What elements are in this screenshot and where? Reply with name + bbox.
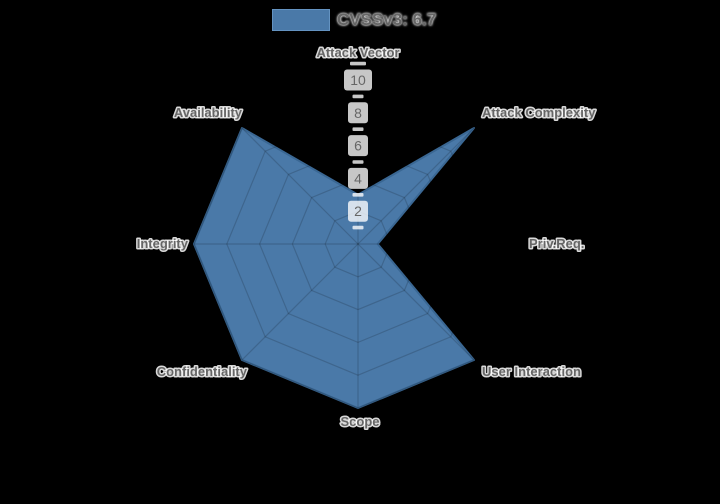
radar-axis-tick-label: 6 [354,138,362,154]
radar-grid-ring [193,79,523,409]
radar-axis-minor-tick [352,225,364,230]
radar-axis-tick-backdrop [348,102,368,124]
radar-axis-minor-tick [352,127,364,131]
radar-axis-minor-tick [352,193,364,197]
radar-axis-minor-tick [352,94,364,99]
legend-swatch [272,9,330,31]
legend-item[interactable]: CVSSv3: 6.7 [272,9,436,31]
radar-series-polygon [193,127,475,409]
axis-label-attack-vector: Attack Vector [316,45,399,60]
radar-axis-tick-backdrop [344,69,372,91]
axis-label-confidentiality: Confidentiality [157,364,248,379]
radar-spoke [241,127,359,245]
radar-spoke [357,243,475,361]
radar-axis-tick-backdrop [348,200,368,222]
radar-axis-tick-backdrop [348,167,368,189]
radar-axis-tick-label: 8 [354,105,362,121]
radar-grid-ring [258,144,458,344]
radar-spoke [357,127,475,245]
axis-label-integrity: Integrity [137,236,189,251]
radar-axis-tick-backdrop [348,135,368,157]
radar-grid-ring [324,210,392,278]
axis-label-attack-complexity: Attack Complexity [482,105,596,120]
legend-label: CVSSv3: 6.7 [337,10,437,29]
axis-label-scope: Scope [340,414,379,429]
radar-axis-minor-tick [352,160,364,164]
axis-label-priv-req: Priv.Req. [529,236,584,251]
axis-label-availability: Availability [174,105,243,120]
axis-label-user-interaction: User Interaction [482,364,581,379]
radar-axis-tick-label: 10 [350,72,366,88]
radar-grid-ring [226,112,490,376]
radar-axis-tick-label: 2 [354,203,362,219]
radar-axis-tick-label: 4 [354,170,362,186]
radar-axis-minor-tick [350,61,366,66]
radar-grid-ring [291,177,425,311]
radar-spoke [241,243,359,361]
